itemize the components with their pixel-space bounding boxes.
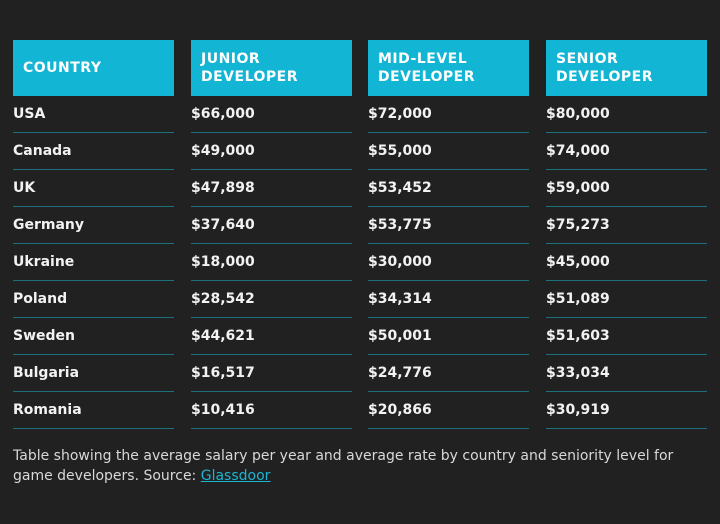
table-cell-text: Bulgaria — [13, 365, 80, 381]
table-cell: $47,898 — [191, 170, 352, 207]
table-cell-text: $30,919 — [546, 402, 610, 418]
table-cell-text: $53,775 — [368, 217, 432, 233]
table-cell-text: Ukraine — [13, 254, 75, 270]
table-cell: $50,001 — [368, 318, 529, 355]
table-cell-text: $80,000 — [546, 106, 610, 122]
table-cell-text: $55,000 — [368, 143, 432, 159]
table-cell: $80,000 — [546, 96, 707, 133]
caption-text: Table showing the average salary per yea… — [13, 448, 674, 484]
table-cell: $28,542 — [191, 281, 352, 318]
table-cell-text: $37,640 — [191, 217, 255, 233]
table-cell: $30,919 — [546, 392, 707, 429]
table-cell-text: $20,866 — [368, 402, 432, 418]
table-cell: $34,314 — [368, 281, 529, 318]
header-cell-text: MID-LEVEL DEVELOPER — [378, 51, 476, 85]
table-cell-text: $10,416 — [191, 402, 255, 418]
table-cell-text: $51,603 — [546, 328, 610, 344]
table-cell-text: $16,517 — [191, 365, 255, 381]
table-cell-text: $50,001 — [368, 328, 432, 344]
table-cell-text: Romania — [13, 402, 82, 418]
table-cell: $72,000 — [368, 96, 529, 133]
table-cell: $18,000 — [191, 244, 352, 281]
table-cell-text: $30,000 — [368, 254, 432, 270]
table-cell: $66,000 — [191, 96, 352, 133]
table-cell: $16,517 — [191, 355, 352, 392]
table-cell-text: $74,000 — [546, 143, 610, 159]
header-cell-text: JUNIOR DEVELOPER — [201, 51, 299, 85]
table-cell: $45,000 — [546, 244, 707, 281]
table-cell-text: $49,000 — [191, 143, 255, 159]
table-cell-text: $34,314 — [368, 291, 432, 307]
table-cell-text: USA — [13, 106, 46, 122]
header-cell: JUNIOR DEVELOPER — [191, 40, 352, 96]
table-cell-text: $72,000 — [368, 106, 432, 122]
table-cell-text: $28,542 — [191, 291, 255, 307]
header-cell-text: SENIOR DEVELOPER — [556, 51, 654, 85]
source-link[interactable]: Glassdoor — [200, 468, 271, 484]
table-cell: $33,034 — [546, 355, 707, 392]
table-cell: UK — [13, 170, 174, 207]
table-cell: Sweden — [13, 318, 174, 355]
table-cell: $30,000 — [368, 244, 529, 281]
table-cell-text: UK — [13, 180, 36, 196]
table-cell-text: $33,034 — [546, 365, 610, 381]
table-cell-text: $51,089 — [546, 291, 610, 307]
table-cell: $20,866 — [368, 392, 529, 429]
table-cell: Germany — [13, 207, 174, 244]
table-cell: Bulgaria — [13, 355, 174, 392]
table-cell-text: $18,000 — [191, 254, 255, 270]
caption: Table showing the average salary per yea… — [13, 446, 703, 486]
table-cell-text: $59,000 — [546, 180, 610, 196]
table-cell: Ukraine — [13, 244, 174, 281]
table-cell: $51,089 — [546, 281, 707, 318]
table-cell-text: $44,621 — [191, 328, 255, 344]
header-cell-text: COUNTRY — [23, 60, 102, 76]
table-cell: $75,273 — [546, 207, 707, 244]
table-cell-text: $47,898 — [191, 180, 255, 196]
table-cell: $59,000 — [546, 170, 707, 207]
table-cell: USA — [13, 96, 174, 133]
table-cell: $37,640 — [191, 207, 352, 244]
table-cell-text: Sweden — [13, 328, 75, 344]
header-cell: SENIOR DEVELOPER — [546, 40, 707, 96]
table-cell: $24,776 — [368, 355, 529, 392]
table-cell: Romania — [13, 392, 174, 429]
header-cell: COUNTRY — [13, 40, 174, 96]
table-cell: $10,416 — [191, 392, 352, 429]
table-cell: $51,603 — [546, 318, 707, 355]
table-cell: $53,775 — [368, 207, 529, 244]
table-cell: $49,000 — [191, 133, 352, 170]
header-cell: MID-LEVEL DEVELOPER — [368, 40, 529, 96]
table-cell-text: Poland — [13, 291, 68, 307]
table-cell-text: $53,452 — [368, 180, 432, 196]
table-cell: Canada — [13, 133, 174, 170]
table-cell: $74,000 — [546, 133, 707, 170]
table-cell: $55,000 — [368, 133, 529, 170]
table-cell-text: $45,000 — [546, 254, 610, 270]
table-cell-text: $66,000 — [191, 106, 255, 122]
table-cell-text: $24,776 — [368, 365, 432, 381]
table-cell: $53,452 — [368, 170, 529, 207]
table-cell: $44,621 — [191, 318, 352, 355]
table-cell: Poland — [13, 281, 174, 318]
table-cell-text: $75,273 — [546, 217, 610, 233]
table-cell-text: Canada — [13, 143, 72, 159]
table-cell-text: Germany — [13, 217, 85, 233]
